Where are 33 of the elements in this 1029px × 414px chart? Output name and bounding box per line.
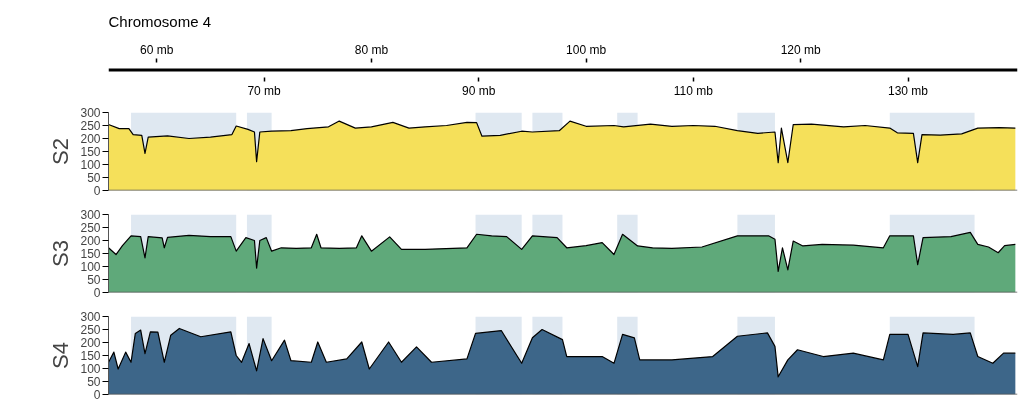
y-tick-label: 200 [80, 234, 101, 248]
y-tick-label: 0 [93, 286, 101, 300]
y-tick-label: 200 [80, 132, 101, 146]
y-tick-label: 300 [80, 208, 101, 222]
y-tick-label: 100 [80, 362, 101, 376]
y-tick-label: 250 [80, 119, 101, 133]
x2-tick-label: 80 mb [354, 42, 389, 57]
y-tick-label: 150 [80, 145, 101, 159]
x2-tick-label: 120 mb [780, 42, 822, 57]
y-tick-label: 150 [80, 247, 101, 261]
x2-tick-label: 100 mb [566, 42, 607, 57]
x-tick-label: 90 mb [462, 83, 496, 98]
y-tick-label: 300 [80, 310, 101, 324]
y-tick-label: 100 [80, 260, 101, 274]
y-tick-label: 150 [80, 349, 101, 363]
y-tick-label: 50 [87, 171, 101, 185]
y-axis-title: S4 [48, 342, 74, 369]
y-tick-label: 0 [93, 388, 101, 402]
y-tick-label: 100 [80, 158, 101, 172]
y-tick-label: 50 [87, 375, 101, 389]
x-tick-label: 130 mb [888, 83, 929, 98]
y-tick-label: 250 [80, 221, 101, 235]
y-tick-label: 250 [80, 323, 101, 337]
x-tick-label: 110 mb [673, 83, 714, 98]
x2-tick-label: 60 mb [140, 42, 174, 57]
x-tick-label: 70 mb [247, 83, 282, 98]
y-tick-label: 200 [80, 336, 101, 350]
y-tick-label: 300 [80, 106, 101, 120]
chart-title: Chromosome 4 [108, 12, 212, 30]
y-tick-label: 50 [87, 273, 101, 287]
y-axis-title: S2 [48, 138, 74, 165]
y-axis-title: S3 [48, 240, 74, 267]
y-tick-label: 0 [93, 184, 101, 198]
